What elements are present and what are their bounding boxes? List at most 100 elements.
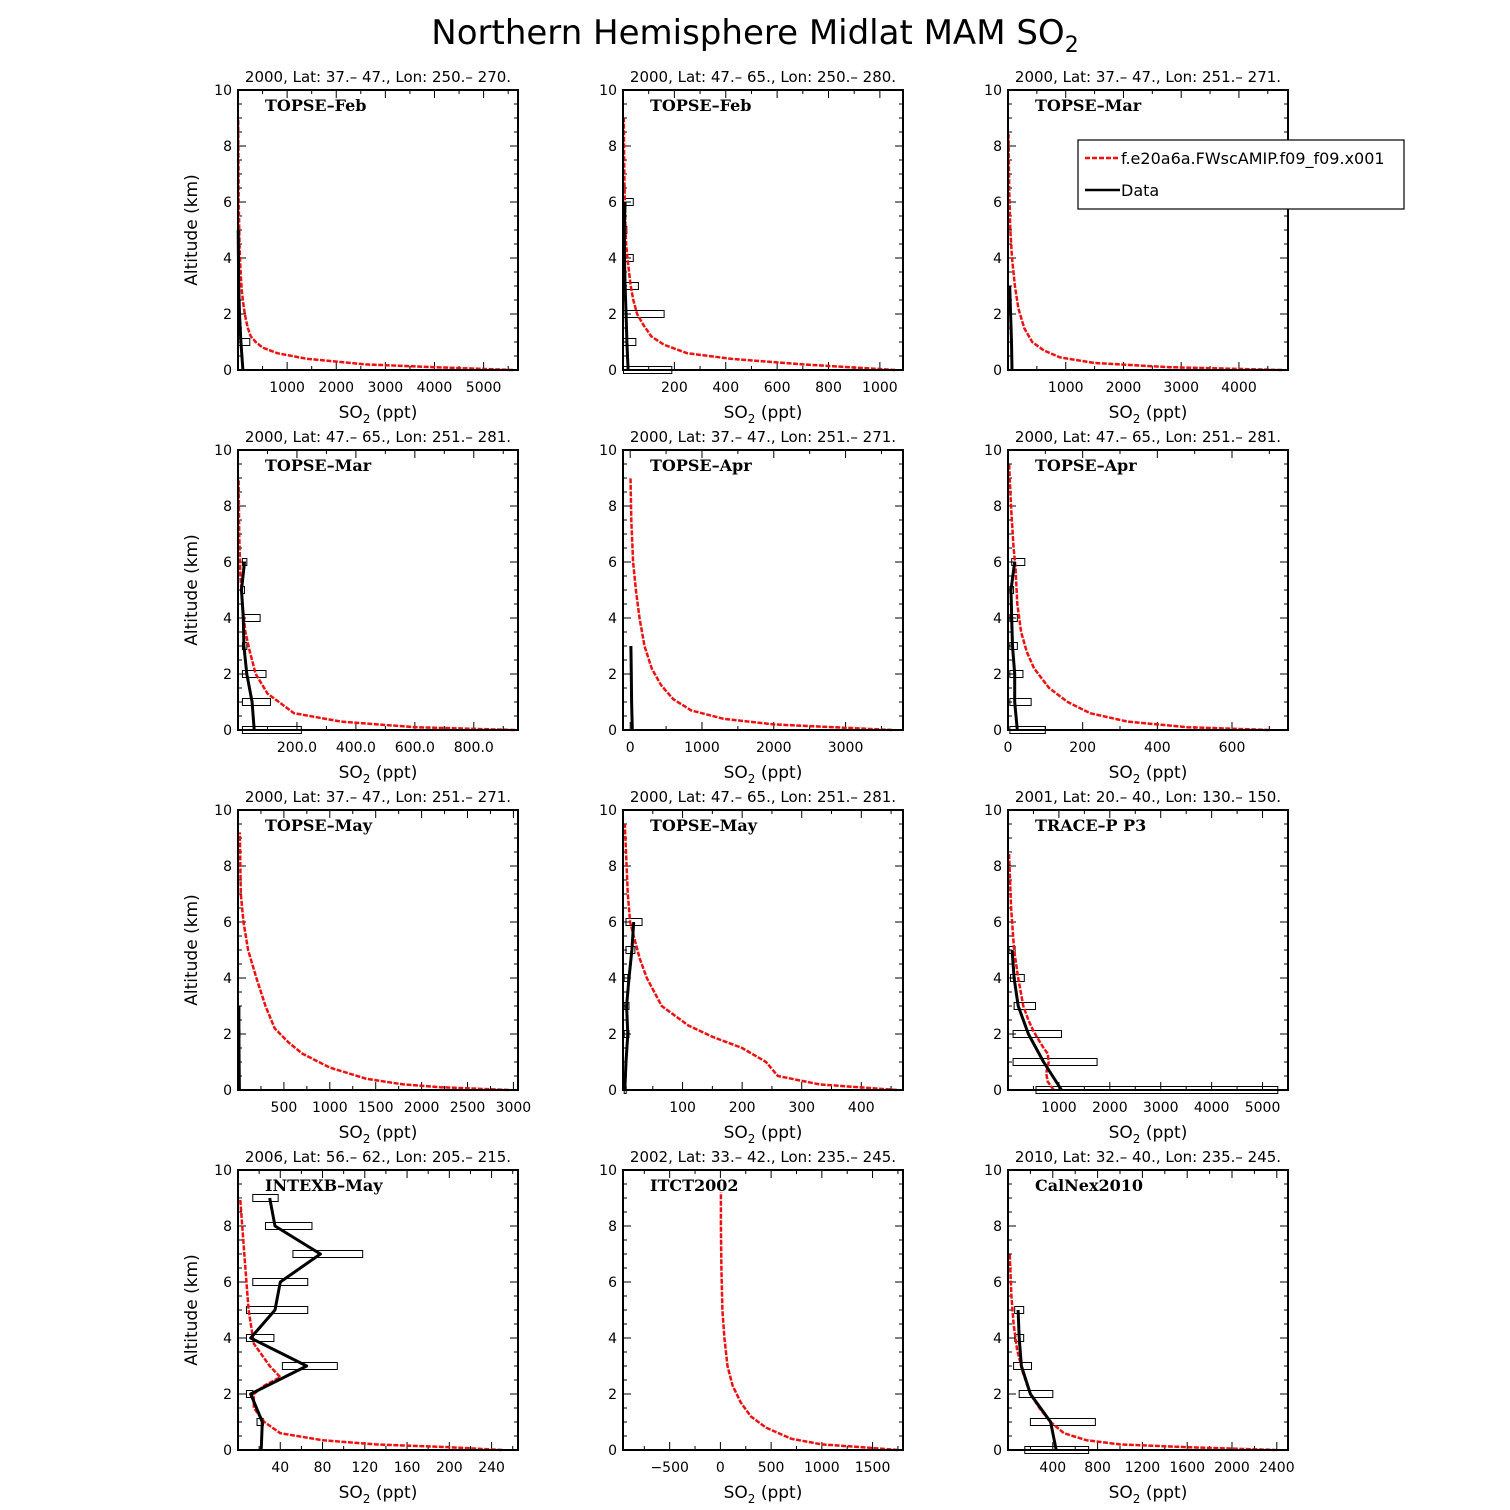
x-axis-label-main: SO [339,1123,363,1143]
y-tick-label: 6 [608,1275,617,1291]
x-tick-label: 0 [1004,740,1013,756]
x-axis-label-unit: (ppt) [1140,1483,1187,1503]
x-tick-label: 5000 [466,380,502,396]
x-tick-label: 4000 [1221,380,1257,396]
y-tick-label: 10 [599,1163,617,1179]
y-tick-label: 0 [993,363,1002,379]
legend-model-label: f.e20a6a.FWscAMIP.f09_f09.x001 [1121,149,1385,169]
model-line [1007,851,1055,1091]
x-tick-label: 1500 [358,1100,394,1116]
x-tick-label: 800.0 [454,740,494,756]
model-line [719,1192,898,1452]
x-tick-label: 120 [351,1460,378,1476]
y-tick-label: 4 [223,251,232,267]
data-line [623,921,636,1091]
y-tick-label: 6 [223,1275,232,1291]
x-tick-label: 200 [729,1100,756,1116]
panel-11: 2002, Lat: 33.– 42., Lon: 235.– 245. ITCT… [599,1148,904,1506]
y-tick-label: 6 [608,555,617,571]
x-tick-label: 1000 [1048,380,1084,396]
campaign-label: ITCT2002 [650,1176,739,1195]
y-tick-label: 6 [223,555,232,571]
x-axis-label-unit: (ppt) [370,763,417,783]
x-axis-label-main: SO [1109,1123,1133,1143]
y-tick-label: 6 [608,195,617,211]
x-axis-label-sub: 2 [1133,1492,1141,1506]
campaign-label: TOPSE–Feb [265,96,366,115]
x-axis-label-unit: (ppt) [370,1483,417,1503]
range-box [1029,1418,1096,1426]
y-tick-label: 2 [223,307,232,323]
x-axis-label-main: SO [1109,1483,1133,1503]
y-tick-label: 0 [223,363,232,379]
panel-header: 2000, Lat: 47.– 65., Lon: 251.– 281. [245,428,511,446]
panel-3: 2000, Lat: 37.– 47., Lon: 251.– 271. TOPS… [984,68,1289,426]
x-axis-label-main: SO [724,403,748,423]
plot-frame [1007,1169,1289,1451]
x-axis-label: SO2 (ppt) [1109,403,1188,426]
x-tick-label: 300 [788,1100,815,1116]
range-box [1018,1390,1054,1398]
range-box [1009,614,1018,622]
x-tick-label: 400 [848,1100,875,1116]
data-line [629,645,634,731]
x-tick-label: 800 [815,380,842,396]
panel-1: 2000, Lat: 37.– 47., Lon: 250.– 270. TOPS… [182,68,519,426]
campaign-label: TOPSE–May [650,816,758,835]
campaign-label: TOPSE–Mar [1035,96,1142,115]
data-line [240,561,256,731]
y-tick-label: 4 [993,971,1002,987]
x-axis-label-main: SO [339,763,363,783]
x-axis-label-sub: 2 [363,772,371,786]
data-line [249,1197,322,1451]
y-tick-label: 4 [993,611,1002,627]
y-tick-label: 6 [608,915,617,931]
x-axis-label: SO2 (ppt) [1109,1483,1188,1506]
x-axis-label-sub: 2 [363,1132,371,1146]
y-tick-label: 10 [599,83,617,99]
panel-6: 2000, Lat: 47.– 65., Lon: 251.– 281. TOPS… [984,428,1289,786]
x-axis-label: SO2 (ppt) [724,1123,803,1146]
panel-header: 2000, Lat: 37.– 47., Lon: 250.– 270. [245,68,511,86]
y-tick-label: 6 [993,915,1002,931]
y-tick-label: 0 [223,723,232,739]
legend: f.e20a6a.FWscAMIP.f09_f09.x001 Data [1077,139,1405,210]
y-tick-label: 10 [599,803,617,819]
y-tick-label: 4 [223,971,232,987]
x-axis-label: SO2 (ppt) [724,763,803,786]
x-tick-label: 100 [669,1100,696,1116]
y-tick-label: 8 [223,139,232,155]
panel-10: 2006, Lat: 56.– 62., Lon: 205.– 215. INTE… [182,1148,519,1506]
plot-frame [1007,809,1289,1091]
x-tick-label: 400 [712,380,739,396]
y-tick-label: 2 [993,1387,1002,1403]
y-tick-label: 6 [223,195,232,211]
x-axis-label-main: SO [1109,763,1133,783]
x-axis-label-unit: (ppt) [755,403,802,423]
y-tick-label: 8 [608,1219,617,1235]
y-tick-label: 4 [608,251,617,267]
x-axis-label: SO2 (ppt) [339,1483,418,1506]
x-tick-label: 3000 [1163,380,1199,396]
x-tick-label: 200 [436,1460,463,1476]
x-axis-label-main: SO [339,403,363,423]
y-tick-label: 4 [223,611,232,627]
y-tick-label: 2 [223,1387,232,1403]
y-tick-label: 4 [993,251,1002,267]
x-axis-label-unit: (ppt) [1140,763,1187,783]
x-tick-label: 3000 [496,1100,532,1116]
y-tick-label: 6 [993,195,1002,211]
y-tick-label: 10 [214,803,232,819]
campaign-label: TOPSE–May [265,816,373,835]
y-tick-label: 6 [993,555,1002,571]
legend-box [1077,139,1405,210]
y-axis-label: Altitude (km) [182,174,202,286]
x-tick-label: 1200 [1125,1460,1161,1476]
panel-12: 2010, Lat: 32.– 40., Lon: 235.– 245. CalN… [984,1148,1294,1506]
range-box [292,1250,364,1258]
x-tick-label: 3000 [1143,1100,1179,1116]
x-axis-label-unit: (ppt) [1140,1123,1187,1143]
x-axis-label-sub: 2 [363,412,371,426]
model-line [238,1197,503,1452]
